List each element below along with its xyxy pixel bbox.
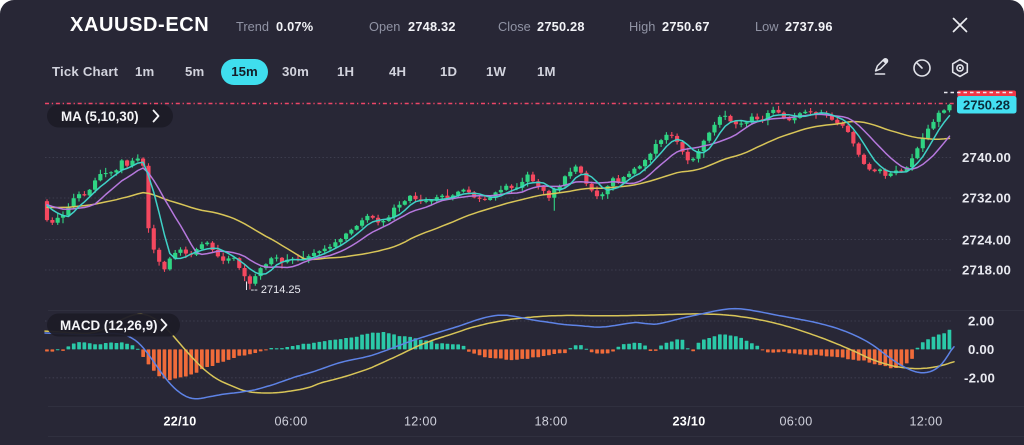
- svg-text:23/10: 23/10: [672, 415, 705, 429]
- svg-text:06:00: 06:00: [274, 415, 307, 429]
- svg-text:2.00: 2.00: [968, 314, 994, 329]
- svg-text:MACD (12,26,9): MACD (12,26,9): [60, 318, 157, 333]
- svg-text:2732.00: 2732.00: [962, 191, 1011, 206]
- svg-text:-2.00: -2.00: [964, 371, 995, 386]
- svg-text:0.00: 0.00: [968, 342, 994, 357]
- svg-text:2750.28: 2750.28: [963, 98, 1010, 113]
- svg-text:-- 2714.25: -- 2714.25: [251, 284, 301, 296]
- svg-text:MA (5,10,30): MA (5,10,30): [61, 109, 139, 124]
- svg-text:12:00: 12:00: [404, 415, 437, 429]
- svg-text:2718.00: 2718.00: [962, 263, 1011, 278]
- svg-text:2724.00: 2724.00: [962, 233, 1011, 248]
- svg-text:12:00: 12:00: [909, 415, 942, 429]
- svg-text:06:00: 06:00: [779, 415, 812, 429]
- svg-text:2740.00: 2740.00: [962, 150, 1011, 165]
- svg-text:18:00: 18:00: [534, 415, 567, 429]
- svg-text:22/10: 22/10: [163, 415, 196, 429]
